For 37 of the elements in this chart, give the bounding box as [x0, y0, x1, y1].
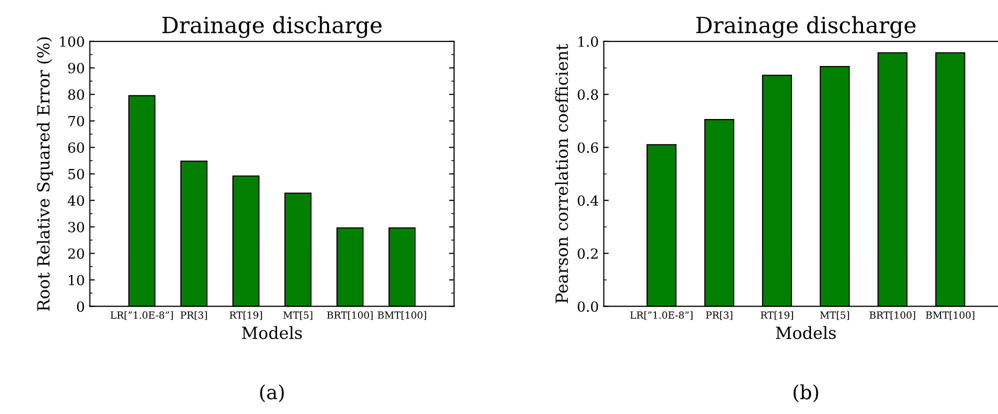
text: (a) [260, 384, 284, 402]
y-tick-label: 0.4 [578, 195, 598, 206]
chart-title: Drainage discharge [696, 16, 916, 38]
y-tick-label: 30 [68, 222, 84, 232]
x-tick-label: MT[5] [820, 311, 850, 320]
y-tick-label: 80 [68, 89, 84, 100]
y-tick-label: 0.6 [578, 142, 598, 153]
text: (b) [794, 384, 818, 402]
x-axis-title: Models [242, 326, 302, 340]
x-tick-label: BMT[100] [378, 311, 426, 320]
y-tick-label: 90 [68, 62, 84, 74]
x-tick-label: PR[3] [706, 311, 732, 320]
chart-title: Drainage discharge [162, 16, 382, 38]
x-tick-label: MT[5] [283, 311, 312, 320]
y-tick-label: 50 [68, 168, 84, 180]
y-tick-label: 0.2 [578, 248, 598, 259]
x-tick-label: BRT[100] [870, 311, 916, 320]
y-tick-label: 40 [68, 195, 84, 206]
y-tick-label: 20 [68, 248, 84, 259]
x-tick-label: PR[3] [180, 311, 207, 320]
y-tick-label: 70 [68, 116, 84, 126]
y-tick-label: 0.0 [578, 301, 598, 312]
x-tick-label: LR[”1.0E-8”] [630, 311, 692, 320]
y-axis-title: Pearson correlation coefficient [555, 44, 568, 304]
y-axis-title: Root Relative Squared Error (%) [36, 37, 53, 311]
y-tick-label: 100 [60, 36, 84, 47]
x-tick-label: RT[19] [230, 311, 262, 320]
x-axis-title: Models [776, 326, 836, 340]
y-tick-label: 0 [77, 301, 84, 312]
y-tick-label: 10 [68, 274, 84, 286]
y-tick-label: 60 [68, 142, 84, 153]
y-tick-label: 1.0 [578, 36, 598, 47]
x-tick-label: BMT[100] [926, 311, 974, 320]
x-tick-label: BRT[100] [327, 311, 373, 320]
x-tick-label: LR[”1.0E-8”] [110, 311, 173, 320]
x-tick-label: RT[19] [760, 311, 793, 320]
y-tick-label: 0.8 [578, 89, 598, 100]
